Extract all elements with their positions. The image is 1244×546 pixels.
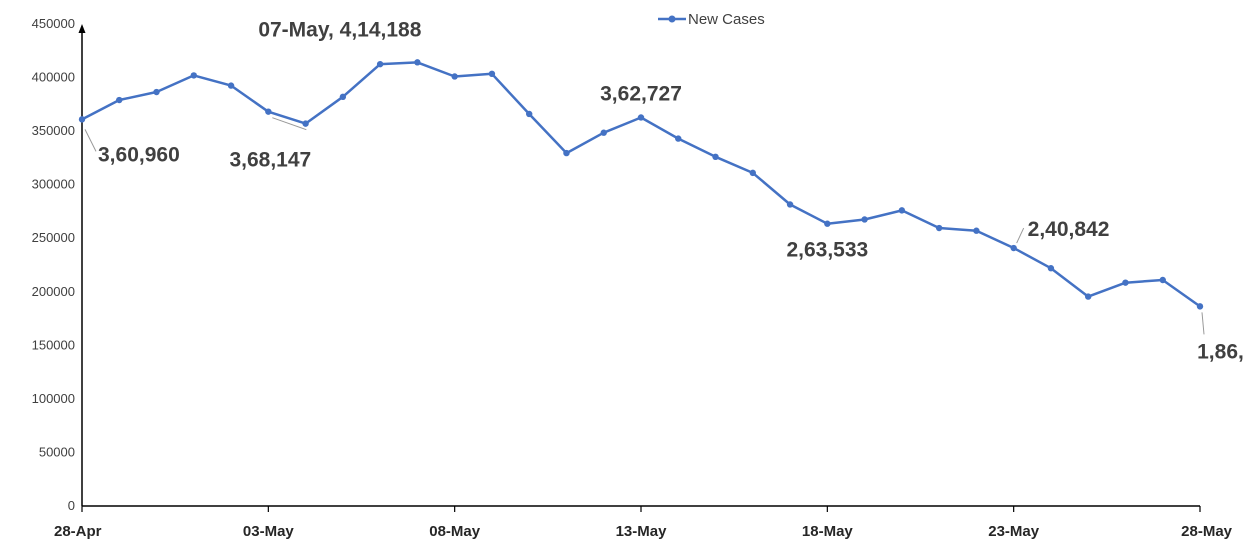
legend-swatch-marker xyxy=(668,15,676,23)
data-point xyxy=(563,149,570,157)
x-tick-labels: 28-Apr 03-May 08-May 13-May 18-May 23-May 28-M… xyxy=(54,523,1233,540)
data-annotation-label: 07-May, 4,14,188 xyxy=(258,18,421,41)
data-point xyxy=(973,227,980,234)
data-point xyxy=(1196,303,1204,310)
data-point xyxy=(600,129,607,136)
data-point xyxy=(637,114,645,121)
y-tick-label: 100000 xyxy=(32,391,75,406)
data-point xyxy=(190,72,197,79)
annotation-leader-line xyxy=(84,129,97,152)
y-tick-label: 450000 xyxy=(32,16,75,31)
data-point xyxy=(861,216,868,223)
data-point xyxy=(339,93,347,101)
data-point xyxy=(302,120,309,127)
data-point xyxy=(1122,279,1129,286)
data-point xyxy=(153,88,160,96)
x-tick-label: 28-Apr xyxy=(54,523,102,540)
x-tick-label: 08-May xyxy=(429,523,481,540)
x-axis-ticks xyxy=(81,506,1201,512)
x-tick-label: 18-May xyxy=(802,523,854,540)
data-point xyxy=(824,220,831,227)
y-axis-arrow xyxy=(78,24,86,33)
data-point xyxy=(898,207,906,214)
data-point xyxy=(116,96,123,104)
data-point xyxy=(935,224,943,232)
y-tick-label: 0 xyxy=(68,498,75,513)
leader-lines xyxy=(84,117,1205,335)
data-point xyxy=(749,169,756,177)
data-point xyxy=(1085,293,1092,300)
legend: New Cases xyxy=(658,11,765,28)
series-markers xyxy=(78,59,1204,310)
data-annotation-label: 3,60,960 xyxy=(98,143,180,166)
data-annotations: 3,60,960 3,68,147 07-May, 4,14,188 3,62,727… xyxy=(98,18,1244,363)
data-point xyxy=(526,110,533,118)
data-point xyxy=(78,116,86,123)
data-point xyxy=(1047,265,1055,272)
y-tick-labels: 0 50000 100000 150000 200000 250000 300000 3500… xyxy=(32,16,75,513)
annotation-leader-line xyxy=(272,117,307,131)
x-tick-label: 03-May xyxy=(243,523,295,540)
data-point xyxy=(675,135,682,142)
data-point xyxy=(376,60,384,68)
data-annotation-label: 2,40,842 xyxy=(1028,218,1110,241)
y-tick-label: 350000 xyxy=(32,123,75,138)
y-tick-label: 200000 xyxy=(32,284,75,299)
data-point xyxy=(712,153,719,161)
x-tick-label: 23-May xyxy=(988,523,1040,540)
data-point xyxy=(227,82,235,89)
data-point xyxy=(1159,276,1166,284)
data-point xyxy=(488,70,496,78)
data-point xyxy=(786,201,794,208)
y-tick-label: 150000 xyxy=(32,337,75,352)
y-tick-label: 50000 xyxy=(39,444,75,459)
data-point xyxy=(414,59,421,66)
data-point xyxy=(451,73,458,80)
data-annotation-label: 1,86,364 xyxy=(1197,340,1244,363)
data-point xyxy=(265,108,272,115)
data-annotation-label: 3,62,727 xyxy=(600,82,682,105)
data-point xyxy=(1010,244,1017,252)
data-annotation-label: 2,63,533 xyxy=(786,239,868,262)
x-tick-label: 28-May xyxy=(1181,523,1233,540)
y-tick-label: 250000 xyxy=(32,230,75,245)
legend-label: New Cases xyxy=(688,11,765,28)
annotation-leader-line xyxy=(1201,312,1205,335)
annotation-leader-line xyxy=(1016,227,1025,244)
y-tick-label: 400000 xyxy=(32,70,75,85)
y-tick-label: 300000 xyxy=(32,177,75,192)
data-annotation-label: 3,68,147 xyxy=(229,149,311,172)
x-tick-label: 13-May xyxy=(616,523,668,540)
